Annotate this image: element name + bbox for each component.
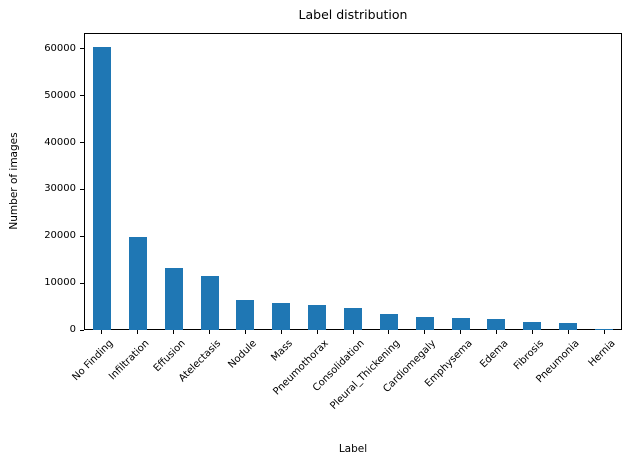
y-tick-mark [80, 282, 84, 284]
x-tick-label: Hernia [586, 338, 618, 370]
bar-edema [487, 319, 506, 330]
bar-atelectasis [200, 276, 219, 330]
y-tick-mark [80, 329, 84, 331]
x-tick-mark [209, 330, 211, 334]
bar-hernia [595, 329, 614, 330]
bar-pleural-thickening [379, 314, 398, 330]
y-tick-mark [80, 142, 84, 144]
y-tick-mark [80, 188, 84, 190]
x-axis-label: Label [338, 443, 368, 455]
bar-emphysema [451, 318, 470, 330]
bar-mass [272, 303, 291, 330]
x-tick-mark [352, 330, 354, 334]
y-tick-label: 60000 [44, 42, 76, 54]
y-tick-label: 0 [69, 324, 76, 335]
bar-infiltration [128, 237, 147, 330]
bar-nodule [236, 300, 255, 330]
y-tick-label: 30000 [44, 183, 76, 195]
chart-title: Label distribution [298, 7, 408, 22]
x-tick-mark [137, 330, 139, 334]
bar-effusion [164, 268, 183, 330]
bar-consolidation [344, 308, 362, 330]
y-tick-mark [80, 95, 84, 97]
y-tick-mark [80, 48, 84, 50]
x-tick-mark [101, 330, 103, 334]
x-tick-mark [280, 330, 282, 334]
x-tick-mark [460, 330, 462, 334]
bar-no-finding [92, 47, 111, 330]
y-tick-mark [80, 235, 84, 237]
y-tick-label: 10000 [44, 277, 76, 289]
x-tick-mark [173, 330, 175, 334]
x-tick-label: Effusion [151, 338, 188, 375]
bar-pneumothorax [308, 305, 327, 330]
y-tick-label: 20000 [44, 230, 76, 242]
x-tick-label: Nodule [226, 338, 260, 371]
x-tick-mark [316, 330, 318, 334]
x-tick-mark [424, 330, 426, 334]
x-tick-label: Mass [269, 338, 296, 364]
bar-cardiomegaly [415, 317, 434, 330]
y-tick-label: 40000 [44, 136, 76, 148]
bar-fibrosis [523, 322, 542, 330]
x-tick-mark [567, 330, 569, 334]
y-tick-label: 50000 [44, 89, 76, 101]
x-tick-mark [603, 330, 605, 334]
bar-pneumonia [559, 323, 578, 330]
x-tick-mark [531, 330, 533, 334]
x-tick-label: Edema [477, 338, 511, 371]
x-tick-mark [244, 330, 246, 334]
x-tick-mark [388, 330, 390, 334]
x-tick-mark [495, 330, 497, 334]
x-tick-label: Fibrosis [511, 338, 547, 373]
